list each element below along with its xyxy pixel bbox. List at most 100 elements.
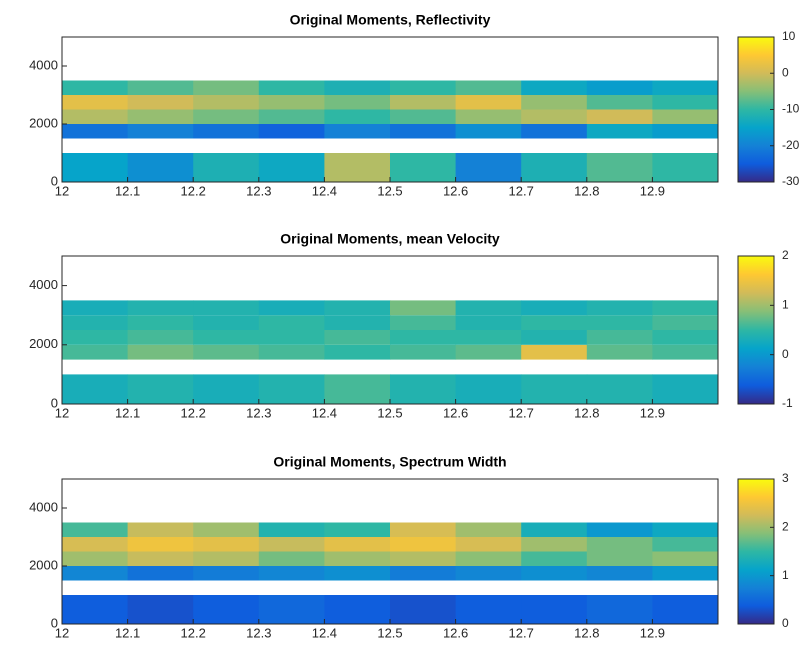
heatmap-cell xyxy=(258,551,325,566)
heatmap-cell xyxy=(258,109,325,124)
heatmap-cell xyxy=(324,374,391,404)
x-tick-label: 12 xyxy=(55,183,69,198)
heatmap-cell xyxy=(193,522,260,537)
heatmap-cell xyxy=(193,344,260,360)
x-tick-label: 12.6 xyxy=(443,625,468,640)
heatmap-cell xyxy=(390,566,457,581)
y-tick-label: 2000 xyxy=(29,557,58,572)
heatmap-cell xyxy=(455,537,522,552)
heatmap-cell xyxy=(193,330,260,345)
heatmap-cell xyxy=(652,80,719,95)
heatmap-cell xyxy=(193,95,260,110)
heatmap-cell xyxy=(521,330,588,345)
y-tick-label: 0 xyxy=(51,395,58,410)
y-tick-label: 4000 xyxy=(29,57,58,72)
heatmap-cell xyxy=(652,551,719,566)
x-tick-label: 12.9 xyxy=(640,625,665,640)
heatmap-cell xyxy=(586,330,653,345)
heatmap-cell xyxy=(390,95,457,110)
x-tick-label: 12 xyxy=(55,405,69,420)
heatmap-cell xyxy=(193,124,260,139)
y-tick-label: 4000 xyxy=(29,277,58,292)
colorbar-tick-label: -30 xyxy=(782,174,800,188)
heatmap-cell xyxy=(258,566,325,581)
heatmap-cell xyxy=(586,124,653,139)
heatmap-cell xyxy=(324,95,391,110)
x-tick-label: 12 xyxy=(55,625,69,640)
x-tick-label: 12.9 xyxy=(640,183,665,198)
colorbar-tick-label: 3 xyxy=(782,471,789,485)
heatmap-cell xyxy=(521,522,588,537)
x-tick-label: 12.7 xyxy=(509,625,534,640)
heatmap-cell xyxy=(62,95,129,110)
heatmap-cell xyxy=(324,595,391,624)
heatmap-cell xyxy=(521,537,588,552)
heatmap-cell xyxy=(390,374,457,404)
colorbar xyxy=(737,478,775,625)
heatmap-cell xyxy=(521,95,588,110)
heatmap-cell xyxy=(127,522,194,537)
x-tick-label: 12.3 xyxy=(246,183,271,198)
heatmap-cell xyxy=(324,330,391,345)
x-tick-label: 12.7 xyxy=(509,405,534,420)
heatmap-cell xyxy=(455,522,522,537)
heatmap-cell xyxy=(455,315,522,330)
heatmap-cell xyxy=(127,109,194,124)
heatmap-cell xyxy=(193,566,260,581)
heatmap-cell xyxy=(586,566,653,581)
heatmap-cell xyxy=(455,566,522,581)
heatmap-cell xyxy=(390,109,457,124)
heatmap-cell xyxy=(193,374,260,404)
heatmap-cell xyxy=(390,153,457,182)
y-tick-label: 2000 xyxy=(29,115,58,130)
heatmap-cell xyxy=(258,330,325,345)
x-tick-label: 12.1 xyxy=(115,405,140,420)
x-tick-label: 12.8 xyxy=(574,405,599,420)
x-tick-label: 12.1 xyxy=(115,183,140,198)
heatmap-cell xyxy=(127,344,194,360)
heatmap-cell xyxy=(652,374,719,404)
colorbar-tick-label: -1 xyxy=(782,396,793,410)
x-tick-label: 12.4 xyxy=(312,625,337,640)
x-tick-label: 12.6 xyxy=(443,183,468,198)
x-tick-label: 12.2 xyxy=(181,405,206,420)
y-tick-label: 0 xyxy=(51,615,58,630)
heatmap-cell xyxy=(652,300,719,316)
heatmap-cell xyxy=(390,551,457,566)
heatmap-cell xyxy=(62,109,129,124)
heatmap-cell xyxy=(258,153,325,182)
heatmap-cell xyxy=(324,566,391,581)
colorbar xyxy=(737,36,775,183)
heatmap-cell xyxy=(127,80,194,95)
colorbar-tick-label: 1 xyxy=(782,298,789,312)
heatmap-cell xyxy=(127,374,194,404)
heatmap-cell xyxy=(62,566,129,581)
heatmap-cell xyxy=(258,95,325,110)
heatmap-cell xyxy=(652,330,719,345)
heatmap-cell xyxy=(62,537,129,552)
heatmap-cell xyxy=(258,315,325,330)
heatmap-cell xyxy=(258,595,325,624)
heatmap-cell xyxy=(652,595,719,624)
heatmap-cell xyxy=(521,124,588,139)
heatmap-cell xyxy=(390,300,457,316)
heatmap-cell xyxy=(586,374,653,404)
heatmap-cell xyxy=(62,153,129,182)
heatmap-cell xyxy=(521,551,588,566)
heatmap-cell xyxy=(62,344,129,360)
heatmap-cell xyxy=(521,300,588,316)
heatmap-cell xyxy=(586,595,653,624)
heatmap-cell xyxy=(324,80,391,95)
heatmap-cell xyxy=(652,153,719,182)
x-tick-label: 12.5 xyxy=(377,183,402,198)
heatmap-cell xyxy=(324,315,391,330)
heatmap-cell xyxy=(324,522,391,537)
heatmap-cell xyxy=(324,537,391,552)
chart-title: Original Moments, mean Velocity xyxy=(280,231,500,247)
heatmap-cell xyxy=(258,80,325,95)
heatmap-cell xyxy=(390,315,457,330)
colorbar-tick-label: 2 xyxy=(782,248,789,262)
x-tick-label: 12.3 xyxy=(246,625,271,640)
heatmap-cell xyxy=(586,300,653,316)
heatmap-cell xyxy=(127,330,194,345)
